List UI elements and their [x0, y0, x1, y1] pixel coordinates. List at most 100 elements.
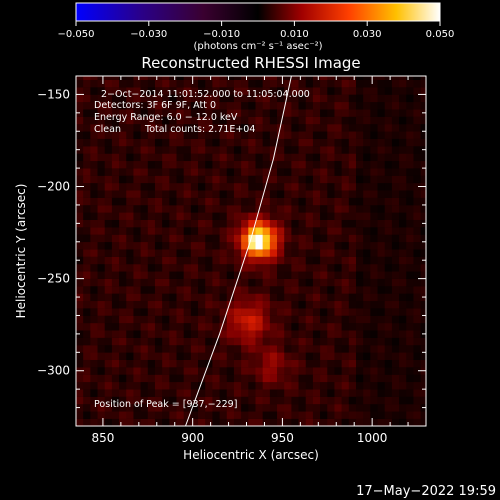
- heatmap-cell: [312, 212, 321, 220]
- heatmap-cell: [406, 160, 414, 169]
- heatmap-cell: [391, 367, 400, 375]
- heatmap-cell: [241, 101, 249, 110]
- heatmap-cell: [119, 205, 127, 213]
- heatmap-cell: [90, 352, 98, 360]
- heatmap-cell: [406, 153, 414, 162]
- heatmap-cell: [104, 264, 113, 272]
- heatmap-cell: [233, 249, 242, 257]
- heatmap-cell: [284, 101, 292, 110]
- heatmap-cell: [198, 337, 206, 346]
- heatmap-cell: [334, 271, 342, 279]
- heatmap-cell: [298, 168, 307, 176]
- heatmap-cell: [312, 168, 321, 176]
- heatmap-cell: [83, 76, 91, 80]
- heatmap-cell: [298, 323, 307, 331]
- heatmap-cell: [370, 300, 378, 309]
- heatmap-cell: [370, 359, 378, 368]
- heatmap-cell: [176, 168, 184, 176]
- heatmap-cell: [154, 183, 163, 191]
- heatmap-cell: [83, 286, 91, 294]
- heatmap-cell: [133, 227, 141, 235]
- heatmap-cell: [90, 227, 98, 235]
- heatmap-cell: [399, 197, 407, 206]
- heatmap-cell: [176, 323, 184, 331]
- heatmap-cell: [205, 190, 213, 198]
- heatmap-cell: [312, 249, 321, 257]
- heatmap-cell: [413, 396, 421, 405]
- heatmap-cell: [255, 359, 263, 368]
- heatmap-cell: [277, 337, 285, 346]
- heatmap-cell: [183, 264, 192, 272]
- heatmap-cell: [370, 190, 378, 198]
- heatmap-cell: [169, 271, 177, 279]
- heatmap-cell: [341, 264, 350, 272]
- heatmap-cell: [219, 116, 228, 125]
- heatmap-cell: [370, 264, 378, 272]
- heatmap-cell: [233, 197, 242, 206]
- heatmap-cell: [277, 271, 285, 279]
- heatmap-cell: [241, 286, 249, 294]
- heatmap-cell: [90, 101, 98, 110]
- heatmap-cell: [119, 219, 127, 228]
- heatmap-cell: [248, 396, 256, 405]
- heatmap-cell: [327, 345, 335, 353]
- heatmap-cell: [147, 367, 156, 375]
- heatmap-cell: [198, 79, 206, 88]
- heatmap-cell: [377, 101, 386, 110]
- heatmap-cell: [97, 345, 106, 353]
- heatmap-cell: [377, 234, 386, 243]
- heatmap-cell: [370, 219, 378, 228]
- heatmap-cell: [312, 205, 321, 213]
- heatmap-cell: [119, 345, 127, 353]
- heatmap-cell: [341, 241, 350, 250]
- heatmap-cell: [119, 146, 127, 154]
- heatmap-cell: [154, 138, 163, 147]
- heatmap-cell: [169, 160, 177, 169]
- heatmap-cell: [97, 249, 106, 257]
- heatmap-cell: [363, 219, 371, 228]
- heatmap-cell: [420, 79, 426, 88]
- heatmap-cell: [255, 79, 263, 88]
- heatmap-cell: [162, 109, 170, 117]
- heatmap-cell: [233, 396, 242, 405]
- heatmap-cell: [190, 131, 199, 139]
- heatmap-cell: [233, 138, 242, 147]
- heatmap-cell: [76, 271, 84, 279]
- heatmap-cell: [212, 183, 220, 191]
- heatmap-cell: [140, 190, 149, 198]
- heatmap-cell: [298, 101, 307, 110]
- heatmap-cell: [90, 146, 98, 154]
- heatmap-cell: [277, 389, 285, 397]
- heatmap-cell: [162, 330, 170, 338]
- heatmap-cell: [133, 116, 141, 125]
- heatmap-cell: [176, 367, 184, 375]
- heatmap-cell: [205, 374, 213, 383]
- heatmap-cell: [190, 197, 199, 206]
- heatmap-cell: [205, 418, 213, 426]
- heatmap-cell: [226, 264, 235, 272]
- heatmap-cell: [97, 79, 106, 88]
- heatmap-cell: [363, 205, 371, 213]
- heatmap-cell: [305, 197, 314, 206]
- heatmap-cell: [327, 330, 335, 338]
- heatmap-cell: [111, 116, 120, 125]
- heatmap-cell: [233, 381, 242, 390]
- heatmap-cell: [126, 359, 134, 368]
- heatmap-cell: [334, 124, 342, 132]
- heatmap-cell: [327, 94, 335, 103]
- heatmap-cell: [248, 374, 256, 383]
- heatmap-cell: [97, 101, 106, 110]
- heatmap-cell: [169, 219, 177, 228]
- heatmap-cell: [169, 411, 177, 419]
- heatmap-cell: [176, 94, 184, 103]
- heatmap-cell: [154, 389, 163, 397]
- heatmap-cell: [183, 227, 192, 235]
- heatmap-cell: [377, 183, 386, 191]
- heatmap-cell: [334, 87, 342, 95]
- heatmap-cell: [83, 205, 91, 213]
- heatmap-cell: [391, 76, 400, 80]
- heatmap-cell: [384, 175, 393, 184]
- heatmap-cell: [348, 79, 357, 88]
- heatmap-cell: [399, 234, 407, 243]
- heatmap-cell: [83, 241, 91, 250]
